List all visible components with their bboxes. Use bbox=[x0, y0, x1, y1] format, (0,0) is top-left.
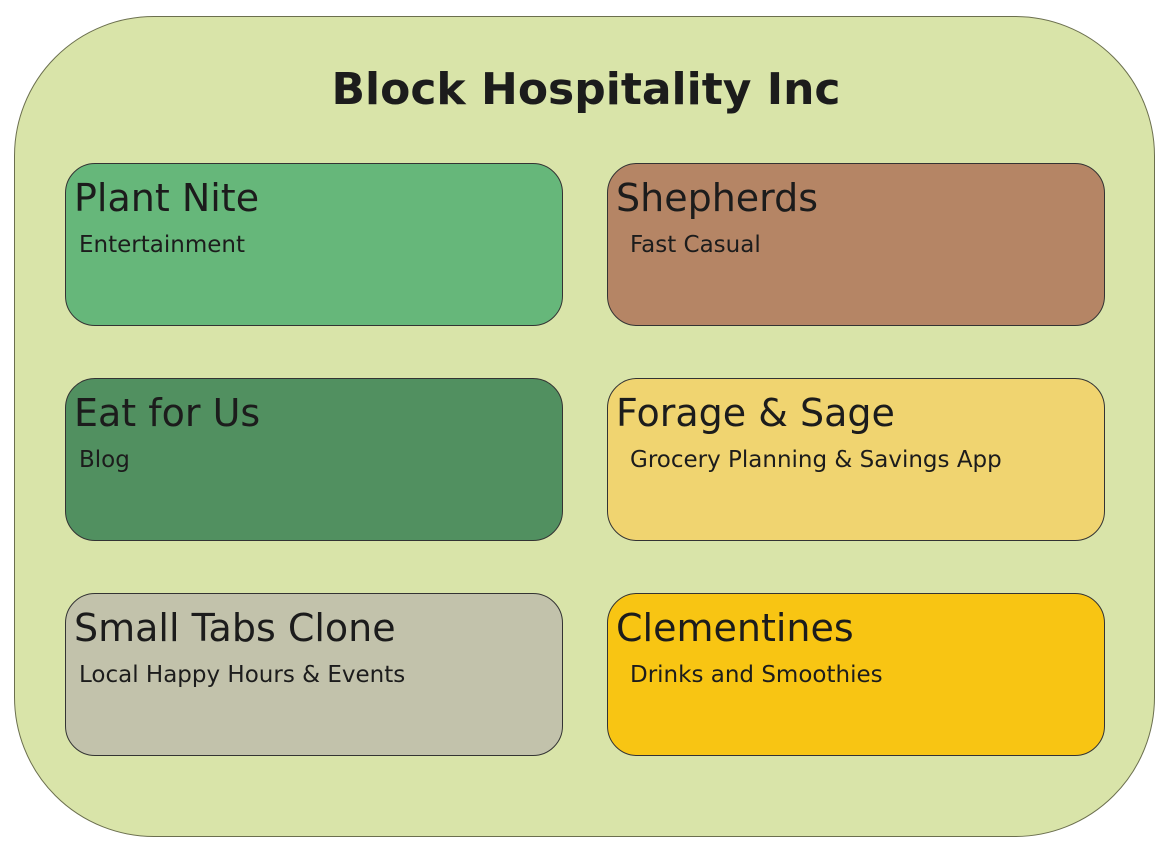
venture-category: Fast Casual bbox=[630, 232, 761, 258]
organization-title: Block Hospitality Inc bbox=[331, 64, 841, 115]
venture-card-clementines: Clementines Drinks and Smoothies bbox=[607, 593, 1105, 756]
venture-card-eat-for-us: Eat for Us Blog bbox=[65, 378, 563, 541]
venture-card-plant-nite: Plant Nite Entertainment bbox=[65, 163, 563, 326]
venture-category: Drinks and Smoothies bbox=[630, 662, 883, 688]
venture-category: Local Happy Hours & Events bbox=[79, 662, 406, 688]
venture-name: Shepherds bbox=[616, 176, 819, 220]
venture-category: Grocery Planning & Savings App bbox=[630, 447, 1002, 473]
venture-category: Entertainment bbox=[79, 232, 245, 258]
venture-category: Blog bbox=[79, 447, 130, 473]
venture-card-shepherds: Shepherds Fast Casual bbox=[607, 163, 1105, 326]
venture-name: Eat for Us bbox=[74, 391, 261, 435]
venture-name: Clementines bbox=[616, 606, 854, 650]
venture-name: Small Tabs Clone bbox=[74, 606, 396, 650]
venture-name: Forage & Sage bbox=[616, 391, 895, 435]
venture-name: Plant Nite bbox=[74, 176, 260, 220]
venture-card-small-tabs-clone: Small Tabs Clone Local Happy Hours & Eve… bbox=[65, 593, 563, 756]
venture-card-forage-and-sage: Forage & Sage Grocery Planning & Savings… bbox=[607, 378, 1105, 541]
